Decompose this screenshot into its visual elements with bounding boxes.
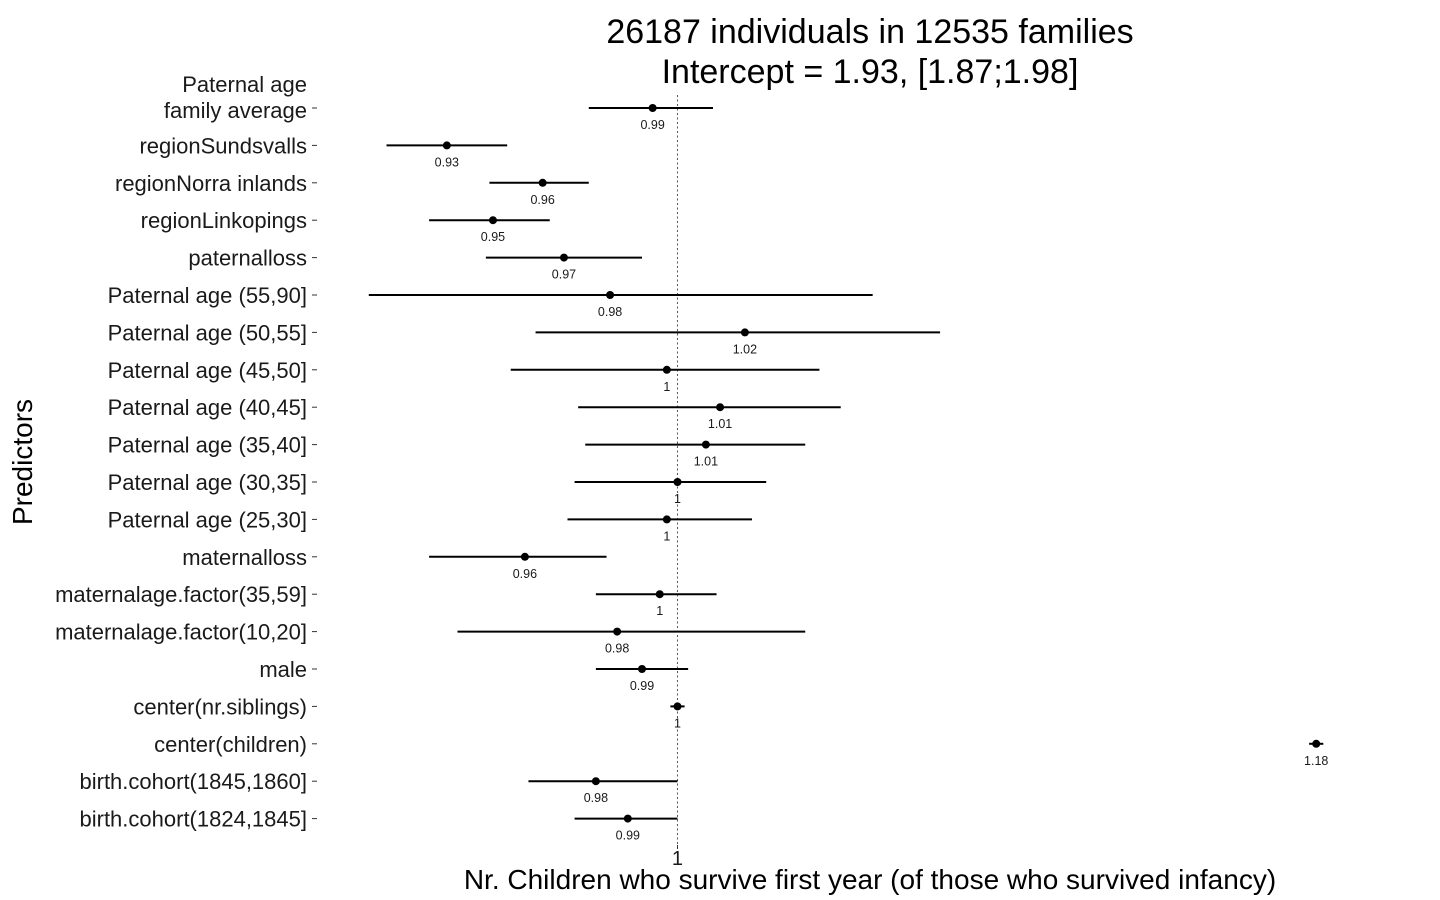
predictor-row: regionLinkopings 0.95	[141, 208, 550, 244]
estimate-point	[662, 365, 671, 374]
estimate-point	[673, 702, 682, 711]
estimate-point	[613, 627, 622, 636]
estimate-point	[648, 104, 657, 112]
estimate-point	[638, 665, 647, 673]
predictor-row: Paternal age (30,35] 1	[108, 470, 767, 506]
predictor-row: paternalloss 0.97	[188, 246, 643, 282]
estimate-label: 0.98	[598, 305, 622, 319]
estimate-point	[740, 328, 749, 337]
predictor-label: Paternal age (25,30]	[108, 507, 307, 532]
estimate-point	[701, 440, 710, 449]
predictor-label: maternalage.factor(10,20]	[55, 620, 307, 645]
predictor-row: Paternal age (50,55] 1.02	[108, 320, 941, 356]
estimate-point	[716, 403, 725, 412]
estimate-label: 0.95	[481, 230, 505, 244]
predictor-label: Paternal age (35,40]	[108, 433, 307, 458]
predictor-row: regionSundsvalls 0.93	[139, 133, 508, 169]
predictor-label: center(children)	[154, 732, 307, 757]
estimate-label: 1.02	[733, 342, 757, 356]
predictor-label: Paternal age (30,35]	[108, 470, 307, 495]
estimate-point	[488, 216, 497, 225]
y-axis-title: Predictors	[7, 399, 38, 525]
estimate-label: 0.98	[605, 642, 629, 656]
estimate-point	[655, 590, 664, 599]
estimate-label: 1.01	[708, 417, 732, 431]
predictor-label: paternalloss	[188, 246, 307, 271]
predictor-row: birth.cohort(1845,1860] 0.98	[80, 769, 678, 805]
estimate-label: 0.96	[530, 193, 554, 207]
estimate-label: 1	[674, 492, 681, 506]
estimate-label: 1.18	[1304, 754, 1328, 768]
predictor-row: Paternal age (40,45] 1.01	[108, 395, 841, 431]
predictor-row: center(children) 1.18	[154, 732, 1328, 768]
estimate-label: 1	[663, 529, 670, 543]
predictor-label: Paternal age	[182, 72, 307, 97]
predictor-row: Paternal age (55,90] 0.98	[108, 283, 873, 319]
predictor-label: male	[259, 657, 307, 682]
predictor-label: center(nr.siblings)	[133, 694, 307, 719]
estimate-point	[623, 814, 632, 823]
chart-title-line-2: Intercept = 1.93, [1.87;1.98]	[662, 53, 1079, 91]
estimate-point	[662, 515, 671, 524]
estimate-point	[538, 178, 547, 187]
predictor-row: Paternal age (45,50] 1	[108, 358, 820, 394]
estimate-label: 0.99	[616, 829, 640, 843]
estimate-point	[559, 253, 568, 262]
estimate-label: 0.99	[630, 679, 654, 693]
predictor-label: Paternal age (50,55]	[108, 320, 307, 345]
estimate-point	[591, 777, 600, 786]
estimate-label: 1	[663, 380, 670, 394]
predictor-label: maternalage.factor(35,59]	[55, 582, 307, 607]
predictor-row: Paternal age (35,40] 1.01	[108, 433, 806, 469]
predictor-row: maternalage.factor(10,20] 0.98	[55, 620, 806, 656]
predictor-row: maternalage.factor(35,59] 1	[55, 582, 717, 618]
x-axis: 1	[672, 845, 683, 870]
x-tick-label: 1	[672, 848, 683, 870]
predictor-row: maternalloss 0.96	[182, 545, 607, 581]
predictor-label: birth.cohort(1845,1860]	[80, 769, 308, 794]
predictor-label: maternalloss	[182, 545, 307, 570]
estimate-point	[606, 291, 615, 299]
estimate-label: 0.98	[584, 791, 608, 805]
estimate-label: 0.97	[552, 268, 576, 282]
estimate-label: 0.93	[435, 155, 459, 169]
predictor-row: center(nr.siblings) 1	[133, 694, 685, 730]
predictor-label: regionLinkopings	[141, 208, 307, 233]
estimate-point	[673, 478, 682, 486]
estimate-label: 1	[656, 604, 663, 618]
estimate-point	[1312, 739, 1321, 748]
estimate-label: 1.01	[694, 455, 718, 469]
estimate-label: 0.99	[640, 118, 664, 132]
predictor-label: regionSundsvalls	[139, 133, 307, 158]
estimate-point	[520, 552, 529, 561]
estimate-point	[442, 141, 451, 150]
predictor-row: Paternal age (25,30] 1	[108, 507, 753, 543]
estimate-label: 0.96	[513, 567, 537, 581]
predictor-row: regionNorra inlands 0.96	[115, 171, 589, 207]
predictor-label: Paternal age (55,90]	[108, 283, 307, 308]
predictor-label: family average	[164, 98, 307, 123]
predictor-label: Paternal age (45,50]	[108, 358, 307, 383]
chart-title-line-1: 26187 individuals in 12535 families	[606, 13, 1133, 51]
estimate-label: 1	[674, 716, 681, 730]
predictor-label: Paternal age (40,45]	[108, 395, 307, 420]
x-axis-title: Nr. Children who survive first year (of …	[464, 864, 1276, 895]
predictor-row: male 0.99	[259, 657, 689, 693]
predictor-row: birth.cohort(1824,1845] 0.99	[80, 807, 678, 843]
predictor-label: regionNorra inlands	[115, 171, 307, 196]
predictor-label: birth.cohort(1824,1845]	[80, 807, 308, 832]
